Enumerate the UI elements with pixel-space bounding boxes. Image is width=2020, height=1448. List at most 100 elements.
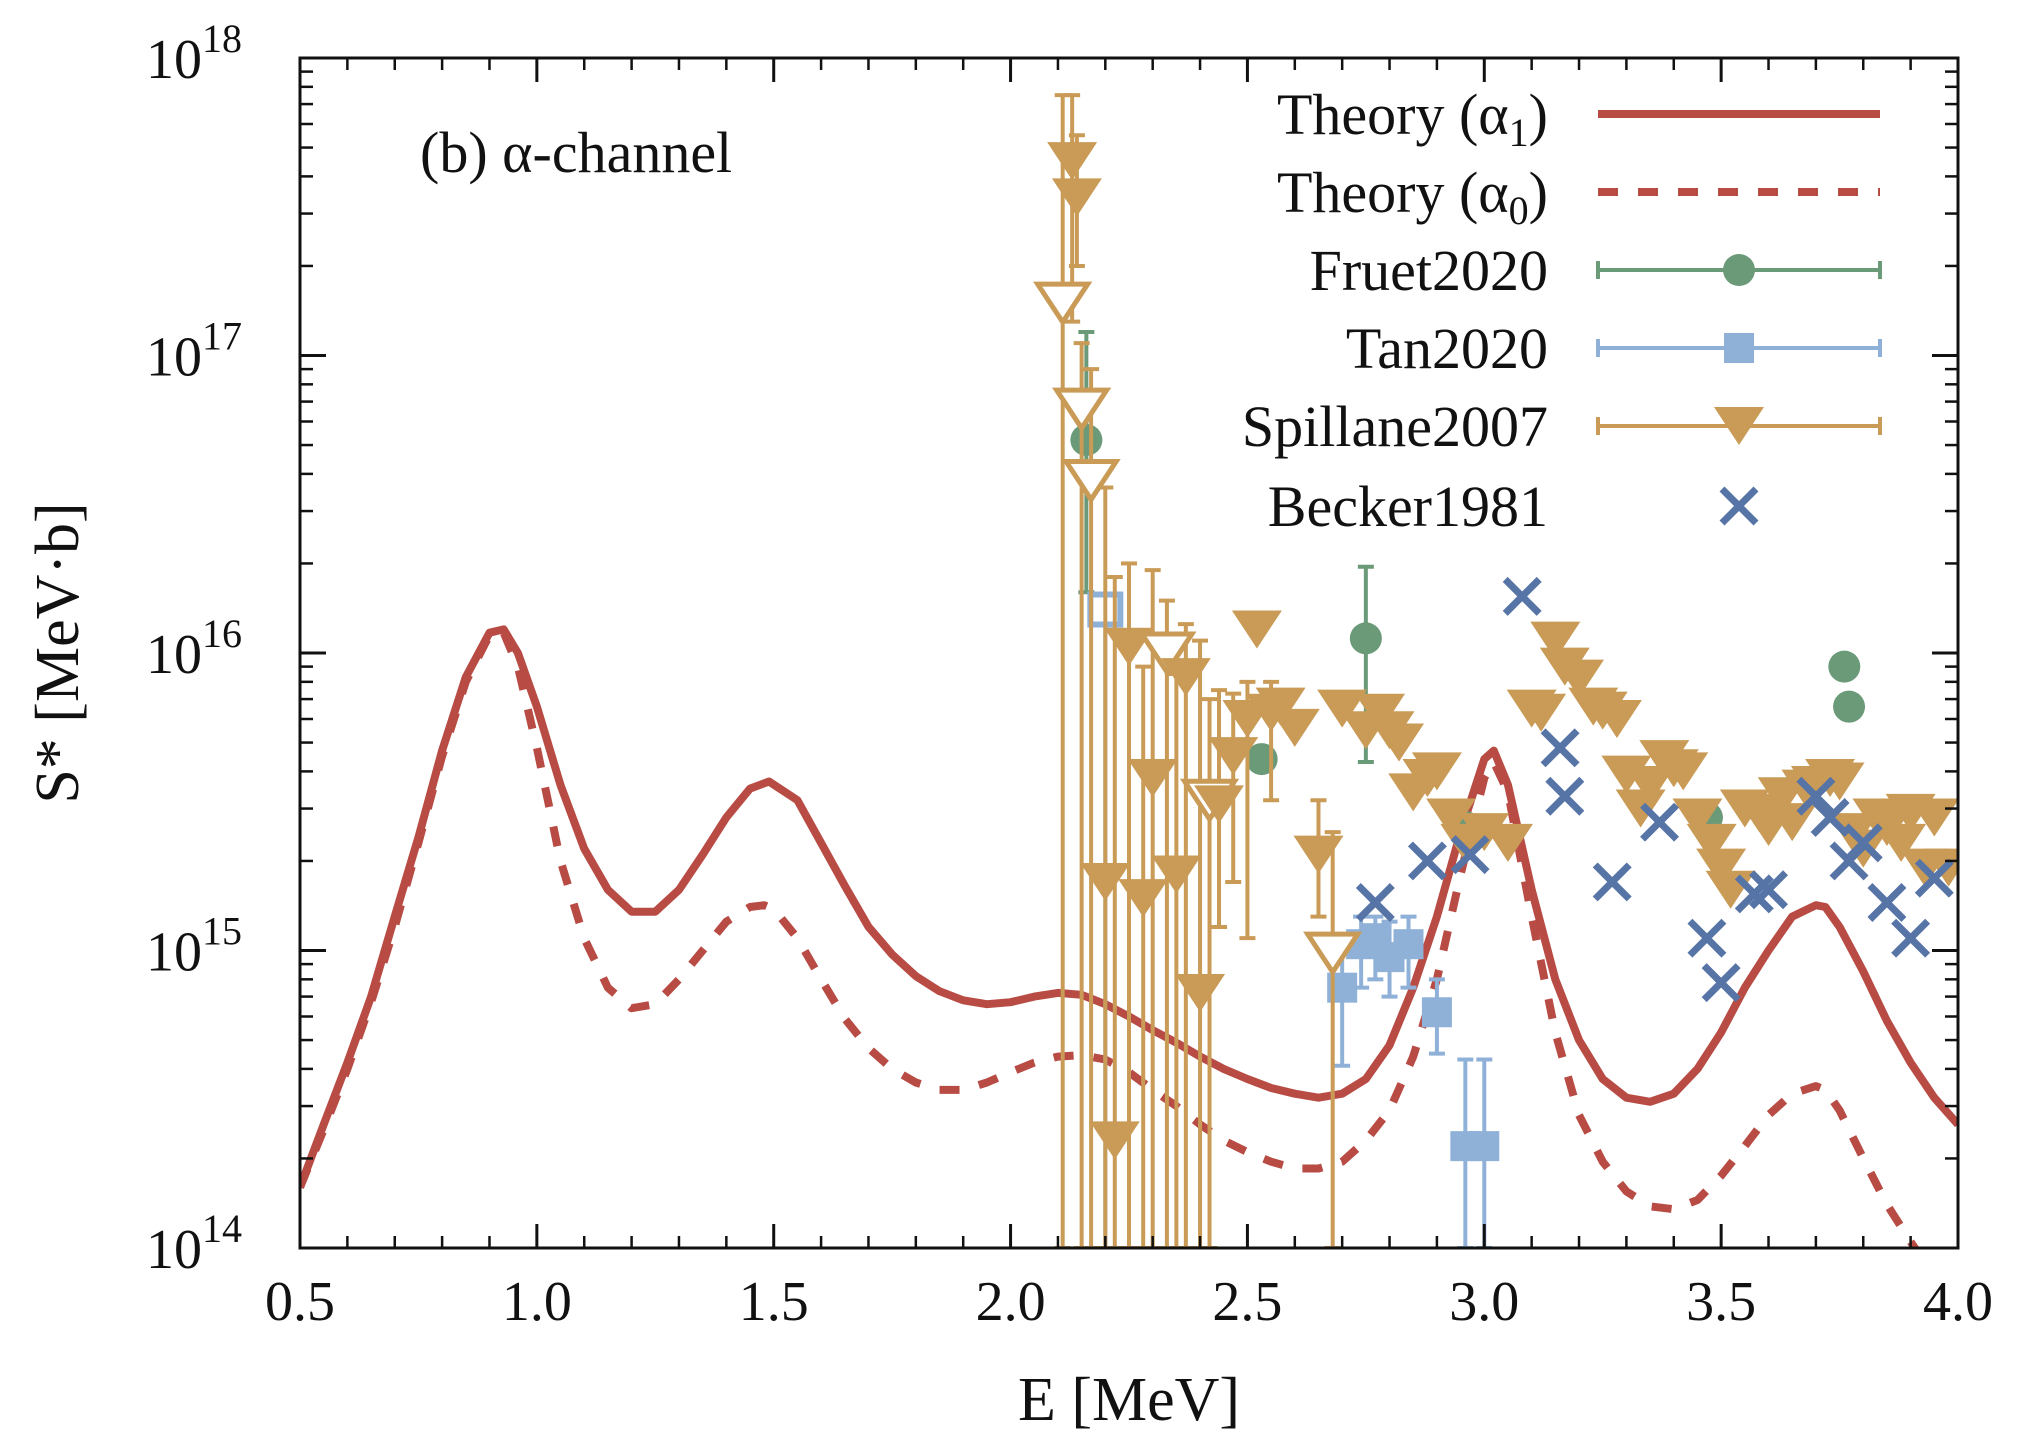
becker-x-stroke — [1891, 918, 1931, 958]
spillane2007-point — [1625, 766, 1676, 804]
spillane2007-point — [1151, 855, 1202, 894]
becker1981-point — [1355, 883, 1395, 922]
spillane2007-point — [1482, 823, 1533, 862]
becker-x-stroke — [1843, 823, 1883, 863]
spillane2007-point — [1876, 823, 1927, 862]
spillane2007-point — [1686, 823, 1737, 862]
becker1981-point — [1640, 802, 1680, 842]
becker1981-point — [1867, 883, 1907, 922]
becker-x-stroke — [1407, 841, 1447, 881]
panel-annotation: (b) α-channel — [420, 120, 732, 185]
becker1981-point — [1450, 835, 1490, 875]
x-tick-label: 2.5 — [1212, 1271, 1282, 1333]
becker1981-point — [1545, 776, 1585, 816]
spillane2007-point — [1317, 689, 1368, 728]
spillane2007-point — [1033, 281, 1093, 327]
spillane2007-point — [1591, 700, 1642, 738]
y-tick-exponent: 14 — [202, 1206, 242, 1251]
becker-x-stroke — [1450, 835, 1490, 875]
becker-x-stroke — [1545, 776, 1585, 816]
becker1981-point — [1843, 823, 1883, 863]
spillane2007-point — [1411, 752, 1462, 791]
legend-label-subscript: 0 — [1509, 188, 1529, 233]
becker1981-point — [1891, 918, 1931, 958]
theory-curves — [300, 625, 1958, 1248]
x-tick-label: 1.5 — [739, 1271, 809, 1333]
spillane2007-point — [1767, 803, 1818, 842]
spillane2007-point — [1089, 1121, 1140, 1160]
becker1981-point — [1914, 858, 1954, 898]
spillane2007-point — [1194, 785, 1245, 824]
legend-marker — [1719, 486, 1759, 526]
becker-x-stroke — [1810, 797, 1850, 837]
becker-x-stroke — [1592, 862, 1632, 902]
y-tick-label: 10 — [146, 922, 202, 984]
spillane2007-point — [1269, 708, 1320, 747]
spillane2007-point — [1293, 835, 1344, 874]
y-tick-label: 10 — [146, 327, 202, 389]
becker1981-point — [1502, 576, 1542, 616]
legend-label: Becker1981 — [1268, 474, 1548, 539]
theory-alpha1-line — [300, 625, 1958, 1189]
becker1981-point — [1540, 728, 1580, 768]
x-tick-label: 1.0 — [502, 1271, 572, 1333]
becker-x-stroke — [1719, 486, 1759, 526]
becker1981-point — [1810, 797, 1850, 837]
tan2020-point — [1393, 929, 1424, 960]
spillane2007-point — [1047, 142, 1098, 181]
y-tick-label: 10 — [146, 1219, 202, 1281]
spillane2007-point — [1160, 658, 1211, 697]
legend-label-close: ) — [1529, 82, 1548, 147]
spillane2007-point — [1530, 621, 1581, 660]
spillane2007-point — [1051, 178, 1102, 217]
spillane2007-point — [1208, 737, 1259, 776]
legend-label: Theory (α1) — [1277, 82, 1548, 155]
y-tick-label: 10 — [146, 624, 202, 686]
legend-marker — [1723, 254, 1755, 286]
legend-marker — [1724, 333, 1754, 363]
spillane2007-point — [1061, 459, 1121, 505]
spillane2007-point — [1127, 759, 1178, 798]
fruet2020-point — [1833, 690, 1866, 723]
spillane2007-point — [1426, 798, 1477, 837]
fruet2020-point — [1070, 423, 1103, 456]
x-tick-label: 3.0 — [1449, 1271, 1519, 1333]
y-tick-label: 10 — [146, 29, 202, 91]
x-axis-title: E [MeV] — [1018, 1366, 1240, 1434]
spillane2007-point — [1374, 723, 1425, 762]
becker1981-point — [1687, 918, 1727, 958]
spillane2007-point — [1814, 762, 1865, 801]
spillane2007-point — [1696, 848, 1747, 887]
spillane2007-point — [1080, 862, 1131, 901]
legend: Theory (α1)Theory (α0)Fruet2020Tan2020Sp… — [1242, 82, 1882, 539]
becker-x-stroke — [1355, 883, 1395, 922]
x-tick-label: 3.5 — [1686, 1271, 1756, 1333]
spillane2007-point — [1231, 610, 1282, 649]
becker-x-stroke — [1540, 728, 1580, 768]
spillane2007-point — [1051, 387, 1112, 433]
fruet2020-point — [1349, 622, 1382, 655]
becker-x-stroke — [1914, 858, 1954, 898]
becker1981-point — [1407, 841, 1447, 881]
legend-label-main: Theory (α — [1277, 160, 1509, 225]
spillane2007-point — [1118, 879, 1169, 918]
tan2020-point — [1469, 1131, 1500, 1162]
y-axis-title: S* [MeV·b] — [24, 502, 92, 803]
spillane2007-point — [1601, 755, 1652, 794]
fruet2020-point — [1828, 650, 1861, 683]
x-tick-label: 0.5 — [265, 1271, 335, 1333]
becker1981-point — [1796, 776, 1836, 816]
spillane2007-point — [1255, 687, 1306, 726]
becker-x-stroke — [1867, 883, 1907, 922]
y-tick-exponent: 16 — [202, 611, 242, 656]
becker1981-point — [1749, 870, 1788, 910]
spillane2007-point — [1175, 973, 1226, 1012]
becker-x-stroke — [1701, 963, 1741, 1003]
becker-x-stroke — [1749, 870, 1788, 910]
y-tick-exponent: 15 — [202, 909, 242, 954]
spillane2007-point — [1672, 798, 1723, 837]
legend-label: Theory (α0) — [1277, 160, 1548, 233]
axis-ticks — [298, 56, 1960, 1250]
